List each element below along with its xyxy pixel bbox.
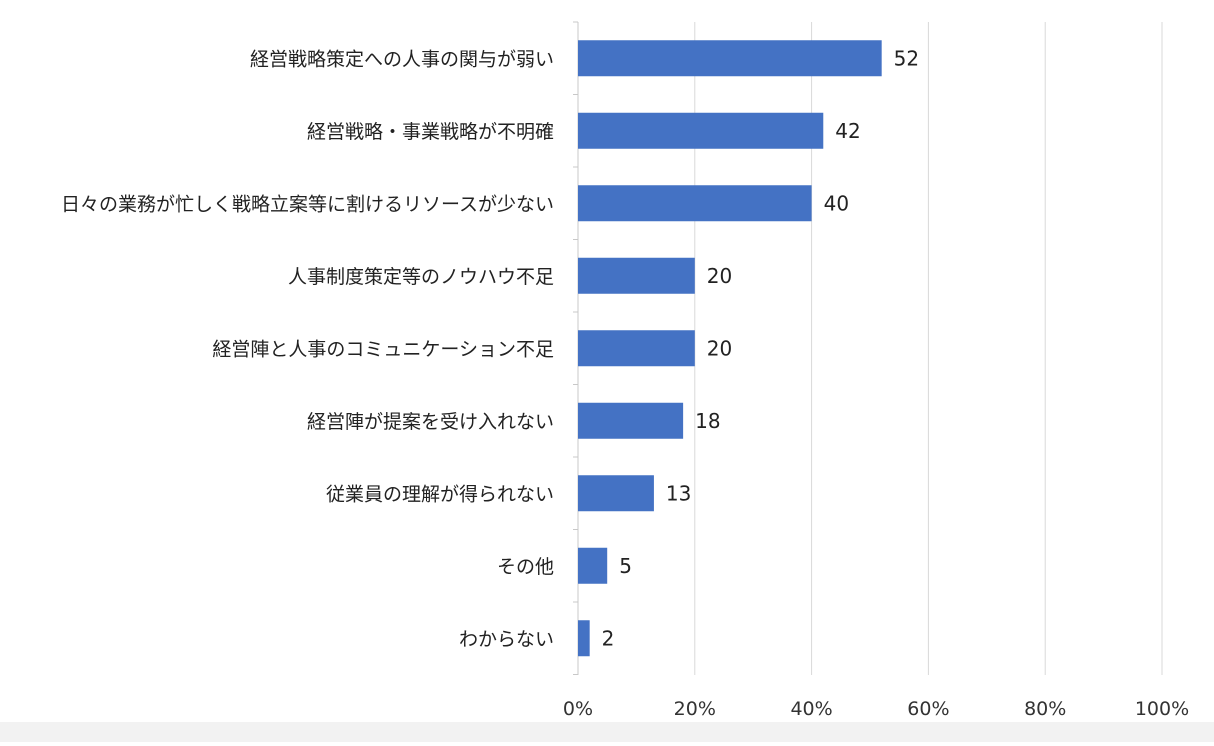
bar — [578, 475, 654, 512]
bar — [578, 112, 824, 149]
category-label: 経営陣と人事のコミュニケーション不足 — [212, 338, 554, 360]
bar — [578, 257, 695, 294]
data-label: 20 — [707, 336, 732, 360]
bar — [578, 330, 695, 367]
data-label: 18 — [695, 409, 720, 433]
x-tick-label: 20% — [674, 698, 716, 720]
bars — [578, 40, 882, 657]
bar — [578, 620, 590, 657]
x-tick-label: 0% — [563, 698, 593, 720]
category-label: 日々の業務が忙しく戦略立案等に割けるリソースが少ない — [61, 193, 554, 215]
category-label: わからない — [459, 628, 554, 650]
category-label: その他 — [497, 556, 554, 578]
data-label: 52 — [894, 46, 919, 70]
data-label: 5 — [619, 554, 632, 578]
data-label: 40 — [824, 191, 849, 215]
category-label: 人事制度策定等のノウハウ不足 — [288, 266, 554, 288]
category-label: 経営戦略策定への人事の関与が弱い — [250, 48, 554, 70]
category-label: 経営陣が提案を受け入れない — [307, 411, 554, 433]
bottom-strip — [0, 722, 1214, 742]
data-label: 42 — [835, 119, 860, 143]
bar — [578, 40, 882, 77]
bar — [578, 547, 608, 584]
x-tick-label: 80% — [1024, 698, 1066, 720]
category-labels: 経営戦略策定への人事の関与が弱い経営戦略・事業戦略が不明確日々の業務が忙しく戦略… — [61, 48, 554, 650]
bar — [578, 402, 684, 439]
x-tick-label: 100% — [1135, 698, 1189, 720]
category-axis — [573, 21, 579, 675]
data-label: 13 — [666, 481, 691, 505]
bar — [578, 185, 812, 222]
x-axis-tick-labels: 0% 20% 40% 60% 80% 100% — [563, 698, 1189, 720]
category-label: 従業員の理解が得られない — [326, 483, 554, 505]
x-tick-label: 60% — [907, 698, 949, 720]
data-label: 2 — [602, 626, 615, 650]
data-label: 20 — [707, 264, 732, 288]
x-tick-label: 40% — [790, 698, 832, 720]
category-label: 経営戦略・事業戦略が不明確 — [307, 121, 554, 143]
